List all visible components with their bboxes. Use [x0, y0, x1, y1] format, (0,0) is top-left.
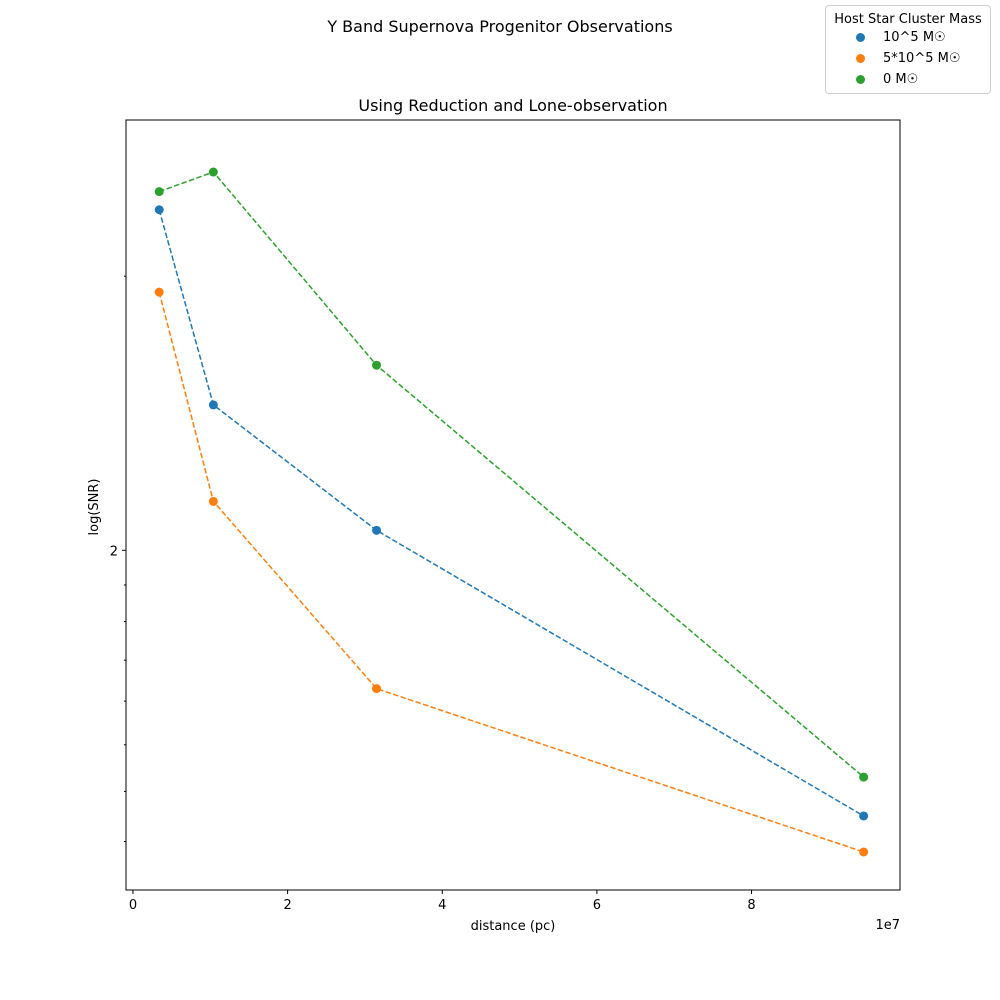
data-point	[208, 167, 218, 177]
data-point	[154, 205, 164, 215]
data-point	[154, 187, 164, 197]
data-point	[372, 525, 382, 535]
legend-title: Host Star Cluster Mass	[834, 12, 982, 27]
x-tick-label: 8	[747, 898, 755, 913]
plot-frame	[125, 119, 901, 891]
x-axis-label: distance (pc)	[471, 919, 556, 934]
x-tick-label: 0	[129, 898, 137, 913]
legend-item: 5*10^5 M☉	[826, 48, 990, 69]
y-axis-label: log(SNR)	[87, 479, 102, 536]
data-point	[208, 496, 218, 506]
legend-item: 10^5 M☉	[826, 27, 990, 48]
legend-label: 0 M☉	[883, 72, 919, 87]
x-offset-label: 1e7	[875, 918, 900, 933]
data-point	[208, 400, 218, 410]
series-line-0	[158, 209, 865, 817]
chart-title: Y Band Supernova Progenitor Observations	[327, 17, 673, 36]
legend-marker	[856, 75, 865, 84]
legend: Host Star Cluster Mass 10^5 M☉ 5*10^5 M☉…	[825, 5, 991, 94]
legend-marker	[856, 54, 865, 63]
legend-label: 10^5 M☉	[883, 30, 946, 45]
chart-subtitle: Using Reduction and Lone-observation	[358, 96, 667, 115]
y-tick-label: 2	[110, 544, 118, 559]
data-point	[859, 772, 869, 782]
data-point	[154, 287, 164, 297]
x-tick-label: 6	[593, 898, 601, 913]
legend-item: 0 M☉	[826, 69, 990, 90]
series-line-1	[158, 292, 864, 853]
legend-marker	[856, 33, 865, 42]
x-tick-label: 2	[283, 898, 291, 913]
data-point	[372, 684, 382, 694]
series-line-2	[158, 171, 865, 778]
legend-label: 5*10^5 M☉	[883, 51, 961, 66]
data-point	[372, 360, 382, 370]
data-point	[859, 847, 869, 857]
x-tick-label: 4	[438, 898, 446, 913]
data-point	[859, 811, 869, 821]
